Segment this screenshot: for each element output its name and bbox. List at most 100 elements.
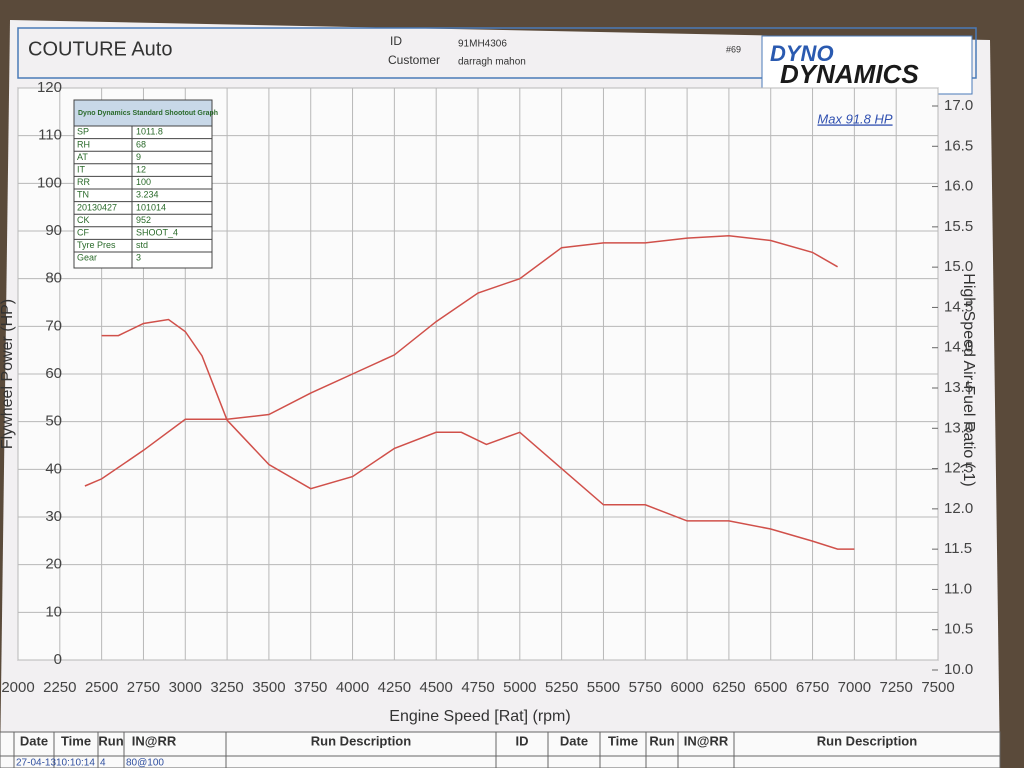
y-tick-label: 20 <box>45 556 62 573</box>
info-value: 3 <box>136 253 141 263</box>
y2-tick-label: 12.0 <box>944 500 973 517</box>
info-key: Gear <box>77 253 97 263</box>
y-tick-label: 30 <box>45 508 62 525</box>
id-label: ID <box>390 34 402 48</box>
info-key: Tyre Pres <box>77 240 116 250</box>
y2-tick-label: 13.0 <box>944 419 973 436</box>
y-tick-label: 60 <box>45 365 62 382</box>
info-key: CF <box>77 227 89 237</box>
info-key: AT <box>77 152 88 162</box>
x-tick-label: 3500 <box>252 679 285 696</box>
y-tick-label: 0 <box>54 651 62 668</box>
logo-bottom: DYNAMICS <box>780 59 919 89</box>
x-tick-label: 2750 <box>127 679 160 696</box>
x-tick-label: 5250 <box>545 679 578 696</box>
info-value: 9 <box>136 152 141 162</box>
x-tick-label: 7500 <box>921 679 954 696</box>
x-tick-label: 3250 <box>210 679 243 696</box>
x-tick-label: 7000 <box>838 679 871 696</box>
info-key: IT <box>77 164 86 174</box>
run-cell: 4 <box>100 758 106 768</box>
y2-tick-label: 12.5 <box>944 460 973 477</box>
run-header: Run Description <box>311 733 411 748</box>
series-line <box>84 235 838 487</box>
run-table: Date Time Run IN@RR Run Description ID Date Tim… <box>0 731 1001 768</box>
series-line <box>101 318 855 550</box>
y2-tick-label: 10.5 <box>944 621 973 638</box>
info-key: TN <box>77 190 89 200</box>
y2-tick-label: 14.0 <box>944 339 973 356</box>
y2-tick-label: 11.5 <box>944 540 972 557</box>
x-tick-label: 6750 <box>796 679 829 696</box>
y-tick-label: 40 <box>45 460 62 477</box>
run-header: Date <box>20 733 48 748</box>
run-table-bg <box>0 731 1001 768</box>
x-tick-label: 5750 <box>629 679 662 696</box>
run-header: ID <box>516 733 529 748</box>
info-key: 20130427 <box>77 202 117 212</box>
info-value: 3.234 <box>136 190 159 200</box>
run-header: Run Description <box>817 733 917 748</box>
info-value: 1011.8 <box>136 127 163 137</box>
y-tick-label: 110 <box>38 127 62 144</box>
y-tick-label: 100 <box>37 174 62 191</box>
x-tick-label: 3750 <box>294 679 327 696</box>
run-header: Run <box>649 733 674 748</box>
y-tick-label: 70 <box>45 317 62 334</box>
sheet-no: #69 <box>726 44 741 54</box>
y2-axis-title: High Speed Air-Fuel Ratio (:1) <box>960 273 977 486</box>
run-cell: 27-04-13 <box>16 758 56 768</box>
y2-tick-label: 16.5 <box>944 137 973 154</box>
run-header: Date <box>560 733 588 748</box>
x-tick-label: 6500 <box>754 679 787 696</box>
y-tick-label: 50 <box>45 413 62 430</box>
company: COUTURE Auto <box>28 38 172 60</box>
run-header: IN@RR <box>684 733 729 748</box>
y-tick-label: 10 <box>45 603 62 620</box>
x-axis-title: Engine Speed [Rat] (rpm) <box>389 708 570 725</box>
info-title: Dyno Dynamics Standard Shootout Graph <box>78 110 218 117</box>
run-header: IN@RR <box>132 733 177 748</box>
x-tick-label: 6250 <box>712 679 745 696</box>
x-tick-label: 4250 <box>378 679 411 696</box>
run-cell: 80@100 <box>126 758 164 768</box>
run-header: Time <box>61 733 91 748</box>
x-tick-label: 5000 <box>503 679 536 696</box>
y2-tick-label: 14.5 <box>944 298 973 315</box>
info-key: RH <box>77 139 90 149</box>
y-tick-label: 90 <box>45 222 62 239</box>
info-value: std <box>136 240 148 250</box>
id-value: 91MH4306 <box>458 39 507 50</box>
y2-tick-label: 15.0 <box>944 258 973 275</box>
x-tick-label: 7250 <box>879 679 912 696</box>
info-bg <box>73 99 213 269</box>
annotation: Max 91.8 HP <box>817 111 892 126</box>
y2-tick-label: 11.0 <box>944 580 972 597</box>
x-tick-label: 2250 <box>43 679 76 696</box>
y-tick-label: 80 <box>45 270 62 287</box>
customer-value: darragh mahon <box>458 57 526 68</box>
x-tick-label: 2000 <box>1 679 34 696</box>
x-tick-label: 2500 <box>85 679 118 696</box>
run-header: Run <box>98 733 123 748</box>
y-axis-title: Flywheel Power (HP) <box>0 299 16 449</box>
customer-label: Customer <box>388 53 440 67</box>
x-tick-label: 5500 <box>587 679 620 696</box>
logo-top: DYNO <box>770 41 834 66</box>
info-value: 952 <box>136 215 151 225</box>
y2-tick-label: 10.0 <box>944 661 973 678</box>
x-tick-label: 4500 <box>419 679 452 696</box>
y2-tick-label: 17.0 <box>944 97 973 114</box>
x-tick-label: 4750 <box>461 679 494 696</box>
x-tick-label: 3000 <box>169 679 202 696</box>
info-value: 100 <box>136 177 151 187</box>
info-value: 101014 <box>136 202 166 212</box>
y2-tick-label: 16.0 <box>944 178 973 195</box>
x-tick-label: 6000 <box>670 679 703 696</box>
logo-box <box>761 35 973 95</box>
y-tick-label: 120 <box>37 79 62 96</box>
info-value: SHOOT_4 <box>136 227 178 237</box>
run-cell: 10:10:14 <box>56 758 95 768</box>
